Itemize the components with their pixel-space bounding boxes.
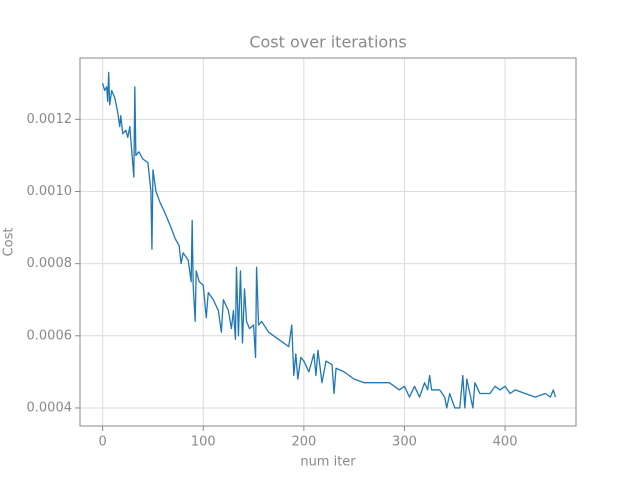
y-tick-label: 0.0012 — [27, 112, 73, 127]
x-axis-label: num iter — [300, 455, 356, 470]
plot-frame — [79, 57, 577, 427]
y-tick-label: 0.0008 — [27, 256, 73, 271]
x-tick-label: 200 — [291, 435, 316, 450]
y-tick-label: 0.0006 — [27, 328, 73, 343]
y-tick-label: 0.0010 — [27, 184, 73, 199]
chart-title: Cost over iterations — [249, 33, 406, 52]
y-tick-label: 0.0004 — [27, 400, 73, 415]
data-line — [102, 71, 557, 409]
x-tick-label: 100 — [191, 435, 216, 450]
y-axis-label: Cost — [2, 228, 17, 257]
x-tick-label: 300 — [392, 435, 417, 450]
x-tick-label: 400 — [493, 435, 518, 450]
x-tick-label: 0 — [98, 435, 106, 450]
